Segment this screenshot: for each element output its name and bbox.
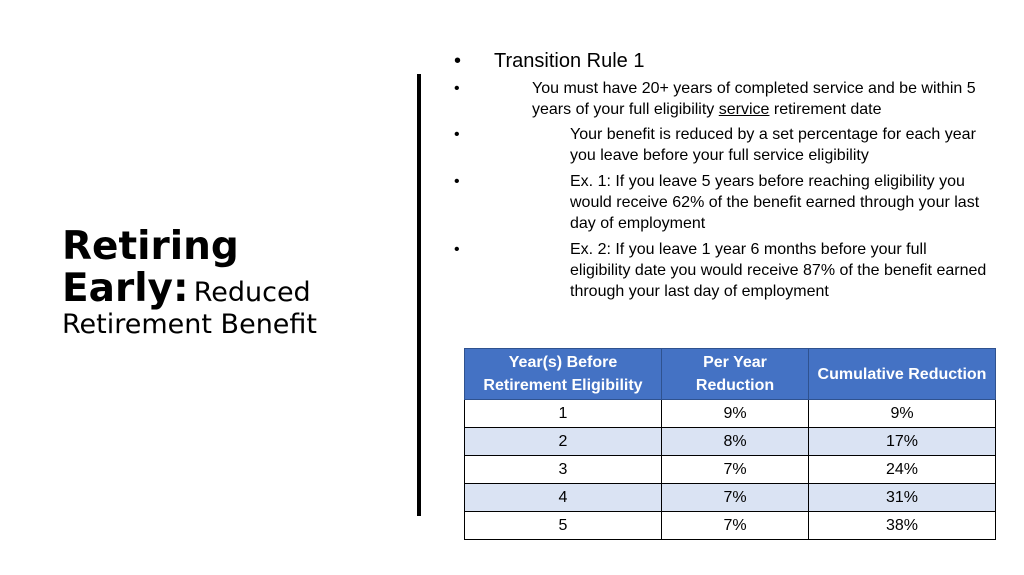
table-row: 4 7% 31% <box>464 483 996 512</box>
bullet-text: Ex. 2: If you leave 1 year 6 months befo… <box>570 241 987 300</box>
reduction-table: Year(s) Before Retirement Eligibility Pe… <box>464 348 996 540</box>
table-row: 1 9% 9% <box>464 399 996 428</box>
cell-years: 4 <box>464 483 662 512</box>
cell-cumulative: 9% <box>808 399 996 428</box>
slide-title: Retiring Early: Reduced Retirement Benef… <box>62 224 362 341</box>
bullet-dot-icon: • <box>454 241 460 258</box>
table-row: 5 7% 38% <box>464 511 996 540</box>
bullet-level2: • You must have 20+ years of completed s… <box>454 78 1004 120</box>
underlined-word: service <box>718 101 770 118</box>
bullet-level3: • Your benefit is reduced by a set perce… <box>454 124 990 166</box>
table-header-row: Year(s) Before Retirement Eligibility Pe… <box>464 348 996 400</box>
cell-years: 2 <box>464 427 662 456</box>
bullet-text: Your benefit is reduced by a set percent… <box>570 126 976 164</box>
cell-per-year: 8% <box>661 427 809 456</box>
bullet-text-a: You must have 20+ years of completed ser… <box>532 80 976 118</box>
bullet-dot-icon: • <box>454 126 460 143</box>
title-bold: Retiring Early: <box>62 224 239 312</box>
bullet-level3: • Ex. 1: If you leave 5 years before rea… <box>454 171 990 234</box>
cell-cumulative: 24% <box>808 455 996 484</box>
cell-cumulative: 17% <box>808 427 996 456</box>
header-cumulative: Cumulative Reduction <box>808 348 996 400</box>
table-row: 3 7% 24% <box>464 455 996 484</box>
cell-cumulative: 38% <box>808 511 996 540</box>
cell-per-year: 7% <box>661 455 809 484</box>
header-per-year: Per Year Reduction <box>661 348 809 400</box>
cell-years: 3 <box>464 455 662 484</box>
vertical-divider <box>417 74 421 516</box>
bullet-text-b: retirement date <box>769 101 882 118</box>
bullet-level3: • Ex. 2: If you leave 1 year 6 months be… <box>454 239 990 302</box>
cell-per-year: 9% <box>661 399 809 428</box>
bullet-dot-icon: • <box>454 173 460 190</box>
cell-per-year: 7% <box>661 483 809 512</box>
bullet-level1: • Transition Rule 1 <box>454 50 1004 73</box>
cell-years: 1 <box>464 399 662 428</box>
cell-years: 5 <box>464 511 662 540</box>
bullet-dot-icon: • <box>454 80 460 97</box>
title-subtitle: Reduced Retirement Benefit <box>62 277 318 341</box>
bullet-dot-icon: • <box>454 50 462 72</box>
cell-cumulative: 31% <box>808 483 996 512</box>
bullet-text: Transition Rule 1 <box>494 50 645 72</box>
table-row: 2 8% 17% <box>464 427 996 456</box>
cell-per-year: 7% <box>661 511 809 540</box>
header-years: Year(s) Before Retirement Eligibility <box>464 348 662 400</box>
bullet-list: • Transition Rule 1 • You must have 20+ … <box>454 50 1004 307</box>
bullet-text: Ex. 1: If you leave 5 years before reach… <box>570 173 980 232</box>
